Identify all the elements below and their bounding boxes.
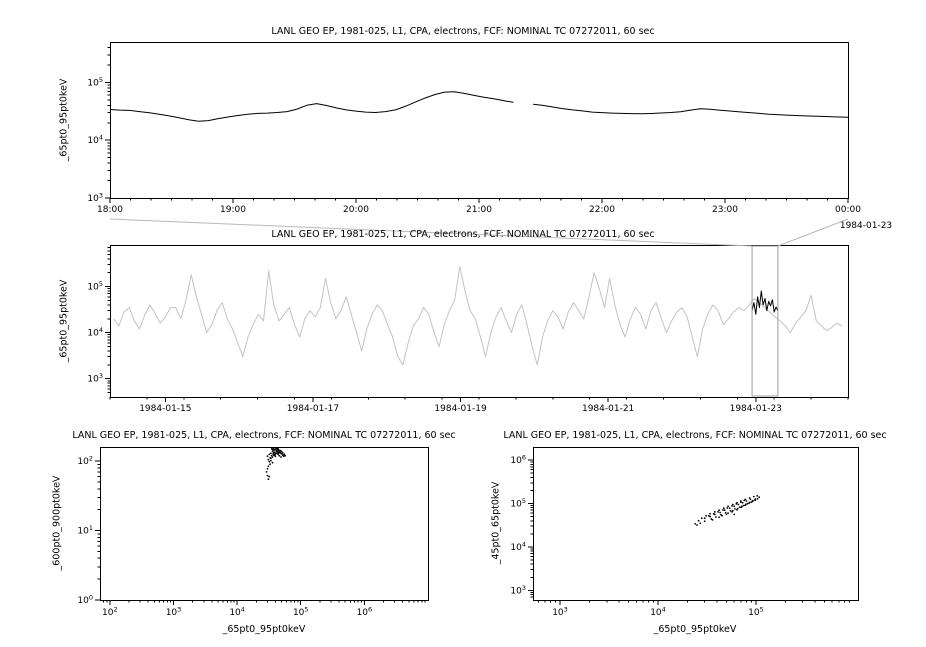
svg-text:105: 105 [510, 497, 526, 510]
svg-text:105: 105 [87, 280, 103, 293]
zoom-plot-area[interactable] [110, 42, 848, 198]
scatter_left-points [265, 447, 287, 481]
selection-connector-left [109, 218, 753, 247]
svg-text:102: 102 [102, 606, 118, 619]
svg-text:104: 104 [510, 540, 526, 553]
scatter_right-frame [533, 447, 859, 601]
svg-text:103: 103 [510, 584, 526, 597]
scatter_left-frame [100, 447, 429, 601]
zoom-series [109, 91, 849, 122]
scatter-right-plot-area[interactable] [533, 447, 858, 600]
svg-text:1984-01-17: 1984-01-17 [287, 404, 339, 414]
svg-text:100: 100 [77, 594, 93, 607]
zoom-plot-group: 103 104 105 18:00 19:00 20:00 21:00 22:00 23:00 0… [87, 42, 892, 231]
svg-text:00:00: 00:00 [835, 205, 861, 215]
svg-text:106: 106 [510, 454, 526, 467]
svg-text:106: 106 [357, 606, 373, 619]
svg-text:105: 105 [748, 606, 764, 619]
svg-text:1984-01-15: 1984-01-15 [139, 404, 191, 414]
svg-text:104: 104 [87, 326, 103, 339]
svg-text:19:00: 19:00 [220, 205, 246, 215]
overview-plot-area[interactable] [110, 245, 848, 397]
svg-text:1984-01-23: 1984-01-23 [730, 404, 782, 414]
svg-text:105: 105 [87, 76, 103, 89]
overview-series [113, 266, 843, 366]
svg-text:103: 103 [552, 606, 568, 619]
svg-text:102: 102 [77, 455, 93, 468]
scatter_left-plot-group: 100 101 102 102 103 104 105 106 [77, 447, 429, 619]
svg-text:103: 103 [166, 606, 182, 619]
svg-text:18:00: 18:00 [97, 205, 123, 215]
selection-box[interactable] [751, 245, 779, 397]
svg-text:21:00: 21:00 [466, 205, 492, 215]
svg-text:103: 103 [87, 372, 103, 385]
svg-text:1984-01-21: 1984-01-21 [582, 404, 634, 414]
svg-text:23:00: 23:00 [712, 205, 738, 215]
scatter-left-plot-area[interactable] [100, 447, 428, 600]
svg-text:103: 103 [87, 192, 103, 205]
svg-text:104: 104 [87, 134, 103, 147]
scatter_right-points [694, 495, 761, 526]
svg-text:104: 104 [650, 606, 666, 619]
selection-connector-right [777, 218, 849, 247]
svg-text:20:00: 20:00 [343, 205, 369, 215]
svg-text:1984-01-19: 1984-01-19 [434, 404, 487, 414]
svg-text:105: 105 [293, 606, 309, 619]
svg-text:22:00: 22:00 [589, 205, 615, 215]
zoom-end-date-label: 1984-01-23 [840, 221, 892, 231]
overview-highlight-series [751, 290, 779, 315]
svg-text:104: 104 [229, 606, 245, 619]
overview-plot-group: 103 104 105 1984-01-15 1984-01-17 1984-01-19 1… [87, 245, 849, 414]
svg-text:101: 101 [77, 524, 93, 537]
